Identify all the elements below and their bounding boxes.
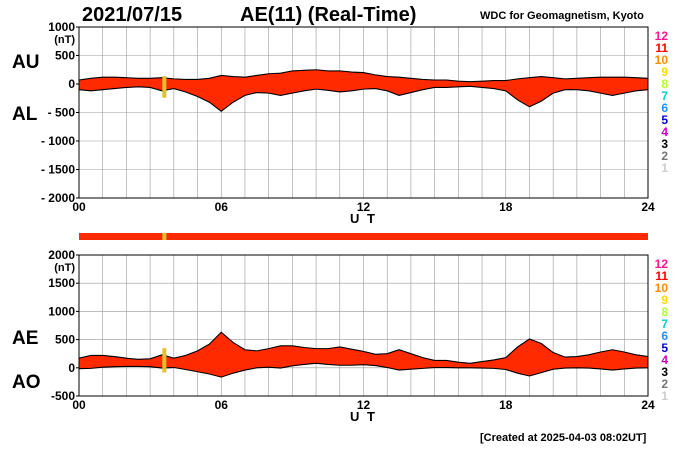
plot-title: AE(11) (Real-Time): [240, 4, 417, 26]
ao-label: AO: [12, 372, 41, 393]
station-count-label: 4: [661, 353, 668, 367]
y-tick-label: 2000: [48, 248, 75, 262]
station-count-label: 11: [655, 269, 668, 283]
data-status-bar: [79, 233, 648, 240]
aual-gap-marker: [162, 76, 167, 98]
x-tick-label: 06: [215, 200, 229, 214]
station-count-label: 2: [661, 149, 668, 163]
ae-label: AE: [12, 328, 39, 349]
station-count-label: 12: [655, 257, 669, 271]
y-tick-label: 1000: [48, 304, 75, 318]
y-tick-label: 500: [55, 49, 75, 63]
station-count-label: 7: [661, 89, 668, 103]
y-tick-label: - 1500: [41, 163, 75, 177]
station-count-label: 5: [661, 113, 668, 127]
x-tick-label: 00: [72, 200, 86, 214]
y-tick-label: -500: [51, 389, 75, 403]
status-bar-fill: [79, 233, 648, 240]
y-unit-label: (nT): [54, 34, 75, 46]
aeao-grid: [78, 254, 649, 397]
station-count-label: 4: [661, 125, 668, 139]
aual-grid: [78, 26, 649, 199]
x-tick-label: 12: [357, 200, 371, 214]
y-tick-label: 1500: [48, 276, 75, 290]
al-label: AL: [12, 104, 38, 125]
y-tick-label: - 500: [48, 106, 76, 120]
y-tick-label: - 1000: [41, 134, 75, 148]
aual-fill: [79, 69, 648, 112]
station-count-label: 8: [661, 305, 668, 319]
y-tick-label: 0: [68, 361, 75, 375]
plot-date: 2021/07/15: [82, 4, 183, 26]
x-axis-label: U T: [350, 409, 377, 424]
x-tick-label: 18: [499, 200, 513, 214]
x-axis-label: U T: [350, 211, 377, 226]
series-ae-line: [78, 331, 649, 364]
y-tick-label: 500: [55, 333, 75, 347]
station-count-label: 9: [661, 65, 668, 79]
series-au-line: [78, 69, 649, 83]
y-tick-label: 1000: [48, 20, 75, 34]
created-timestamp: [Created at 2025-04-03 08:02UT]: [480, 432, 647, 444]
station-count-label: 1: [661, 389, 668, 403]
station-count-label: 6: [661, 101, 668, 115]
aeao-fill: [79, 332, 648, 378]
x-tick-label: 06: [215, 398, 229, 412]
station-count-label: 11: [655, 41, 668, 55]
au-label: AU: [12, 52, 40, 73]
station-count-label: 9: [661, 293, 668, 307]
series-al-line: [78, 85, 649, 113]
x-tick-label: 24: [641, 398, 655, 412]
x-tick-label: 24: [641, 200, 655, 214]
data-source: WDC for Geomagnetism, Kyoto: [480, 10, 644, 22]
series-ao-line: [78, 362, 649, 378]
station-count-label: 6: [661, 329, 668, 343]
station-count-label: 7: [661, 317, 668, 331]
station-count-label: 2: [661, 377, 668, 391]
y-unit-label: (nT): [54, 262, 75, 274]
station-count-label: 8: [661, 77, 668, 91]
x-tick-label: 18: [499, 398, 513, 412]
aeao-gap-marker: [162, 348, 167, 373]
station-count-label: 12: [655, 29, 669, 43]
x-tick-label: 12: [357, 398, 371, 412]
station-count-label: 1: [661, 161, 668, 175]
y-tick-label: 0: [68, 77, 75, 91]
aeao-frame: [78, 254, 649, 397]
station-count-label: 3: [661, 365, 668, 379]
station-count-label: 10: [655, 281, 669, 295]
station-count-label: 3: [661, 137, 668, 151]
x-tick-label: 00: [72, 398, 86, 412]
station-count-label: 10: [655, 53, 669, 67]
y-tick-label: - 2000: [41, 191, 75, 205]
station-count-label: 5: [661, 341, 668, 355]
status-bar-gap: [162, 233, 167, 240]
